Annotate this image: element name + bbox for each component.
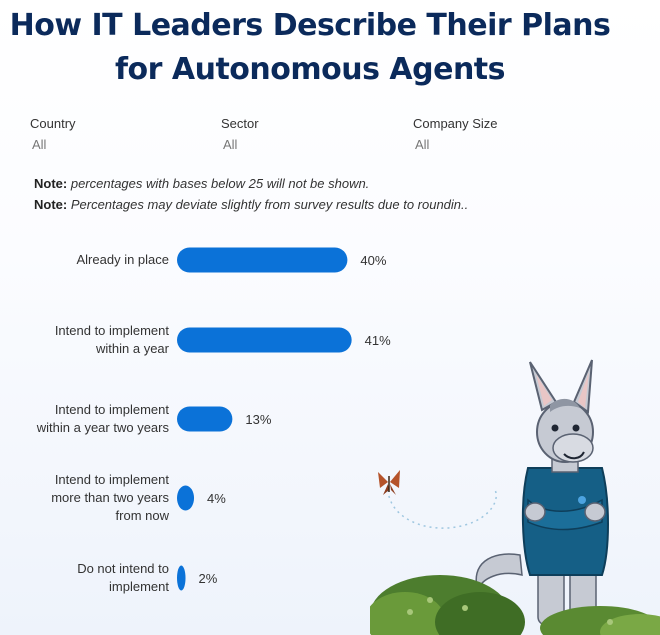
butterfly-icon (378, 470, 400, 495)
filter-sector[interactable]: Sector All (221, 116, 259, 152)
value-label: 40% (360, 253, 386, 268)
bar[interactable] (177, 247, 348, 273)
value-label: 4% (207, 491, 226, 506)
category-label: implement (109, 579, 169, 594)
bar[interactable] (177, 327, 352, 353)
value-label: 13% (245, 412, 271, 427)
title-line-1: How IT Leaders Describe Their Plans (9, 8, 611, 43)
note-key: Note: (34, 176, 68, 191)
title-line-2: for Autonomous Agents (114, 52, 506, 87)
category-label: more than two years (51, 490, 169, 505)
bar[interactable] (177, 565, 186, 591)
filter-bar: Country All Sector All Company Size All (0, 116, 660, 166)
mascot-illustration (370, 359, 660, 635)
bar[interactable] (177, 485, 195, 511)
category-label: within a year (95, 341, 170, 356)
filter-sector-label: Sector (221, 116, 259, 131)
category-label: Intend to implement (55, 323, 170, 338)
filter-company-size[interactable]: Company Size All (413, 116, 498, 152)
filter-company-size-value[interactable]: All (415, 137, 430, 152)
notes: Note: percentages with bases below 25 wi… (34, 173, 514, 215)
flight-path (387, 489, 497, 529)
category-label: within a year two years (36, 420, 170, 435)
value-label: 41% (365, 333, 391, 348)
filter-country[interactable]: Country All (30, 116, 76, 152)
filter-country-label: Country (30, 116, 76, 131)
note-rounding: Note: Percentages may deviate slightly f… (34, 194, 514, 215)
note-bases: Note: percentages with bases below 25 wi… (34, 173, 514, 194)
category-label: Do not intend to (77, 561, 169, 576)
filter-sector-value[interactable]: All (223, 137, 238, 152)
category-label: Intend to implement (55, 472, 170, 487)
value-label: 2% (199, 571, 218, 586)
note-key: Note: (34, 197, 68, 212)
category-label: Intend to implement (55, 402, 170, 417)
filter-country-value[interactable]: All (32, 137, 47, 152)
bar[interactable] (177, 406, 233, 432)
page-title: How IT Leaders Describe Their Plans for … (0, 4, 620, 92)
category-label: Already in place (77, 252, 170, 267)
category-label: from now (116, 508, 170, 523)
filter-company-size-label: Company Size (413, 116, 498, 131)
note-text: Percentages may deviate slightly from su… (70, 197, 469, 212)
note-text: percentages with bases below 25 will not… (70, 176, 370, 191)
